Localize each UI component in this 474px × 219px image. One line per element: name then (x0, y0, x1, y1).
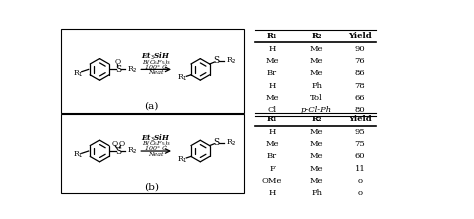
Text: S: S (115, 65, 121, 74)
Text: R₂: R₂ (311, 32, 322, 40)
Text: OMe: OMe (262, 177, 282, 185)
Text: Me: Me (310, 57, 323, 65)
Text: Br: Br (267, 152, 277, 160)
Text: Neat: Neat (148, 70, 164, 75)
Text: (a): (a) (144, 101, 159, 110)
Text: 86: 86 (355, 69, 365, 77)
Text: o: o (357, 189, 363, 197)
Text: S: S (115, 147, 121, 155)
Text: 80: 80 (355, 106, 365, 114)
Text: 60: 60 (355, 152, 365, 160)
Text: Me: Me (265, 140, 279, 148)
Text: R₁: R₁ (267, 32, 277, 40)
Text: p-Cl-Ph: p-Cl-Ph (301, 106, 332, 114)
Text: Me: Me (310, 128, 323, 136)
Text: Neat: Neat (148, 152, 164, 157)
Text: R$_2$: R$_2$ (226, 56, 237, 66)
Bar (61, 114, 244, 193)
Text: Me: Me (310, 45, 323, 53)
Bar (61, 29, 244, 113)
Text: 76: 76 (355, 57, 365, 65)
Text: Tol: Tol (310, 94, 323, 102)
Text: 11: 11 (355, 165, 365, 173)
Text: F: F (269, 165, 275, 173)
Text: 100° C: 100° C (145, 65, 167, 70)
Text: 100° C: 100° C (145, 146, 167, 151)
Text: R$_1$: R$_1$ (73, 150, 84, 160)
Text: R$_2$: R$_2$ (226, 137, 237, 148)
Text: Me: Me (310, 152, 323, 160)
Text: Me: Me (265, 94, 279, 102)
Text: O: O (118, 140, 124, 148)
Text: 95: 95 (355, 128, 365, 136)
Text: R$_2$: R$_2$ (128, 146, 138, 156)
Text: S: S (214, 57, 220, 65)
Text: H: H (268, 128, 276, 136)
Text: (b): (b) (144, 182, 159, 191)
Text: Ph: Ph (311, 81, 322, 90)
Text: Yield: Yield (348, 32, 372, 40)
Text: O: O (111, 140, 118, 148)
Text: Me: Me (310, 69, 323, 77)
Text: Me: Me (265, 57, 279, 65)
Text: B(C$_6$F$_5$)$_3$: B(C$_6$F$_5$)$_3$ (142, 57, 171, 67)
Text: B(C$_6$F$_5$)$_3$: B(C$_6$F$_5$)$_3$ (142, 138, 171, 148)
Text: Me: Me (310, 165, 323, 173)
Text: Ph: Ph (311, 189, 322, 197)
Text: R$_1$: R$_1$ (73, 68, 84, 78)
Text: Br: Br (267, 69, 277, 77)
Text: 75: 75 (355, 140, 365, 148)
Text: R$_1$: R$_1$ (177, 73, 188, 83)
Text: 66: 66 (355, 94, 365, 102)
Text: O: O (114, 58, 120, 67)
Text: Yield: Yield (348, 115, 372, 124)
Text: H: H (268, 45, 276, 53)
Text: R$_2$: R$_2$ (128, 64, 138, 75)
Text: 90: 90 (355, 45, 365, 53)
Text: H: H (268, 81, 276, 90)
Text: R$_1$: R$_1$ (177, 154, 188, 165)
Text: Et$_3$SiH: Et$_3$SiH (141, 132, 171, 143)
Text: 78: 78 (355, 81, 365, 90)
Text: Me: Me (310, 177, 323, 185)
Text: Et$_3$SiH: Et$_3$SiH (141, 51, 171, 62)
Text: S: S (214, 138, 220, 147)
Text: R₁: R₁ (267, 115, 277, 124)
Text: R₂: R₂ (311, 115, 322, 124)
Text: o: o (357, 177, 363, 185)
Text: Me: Me (310, 140, 323, 148)
Text: Cl: Cl (267, 106, 276, 114)
Text: H: H (268, 189, 276, 197)
